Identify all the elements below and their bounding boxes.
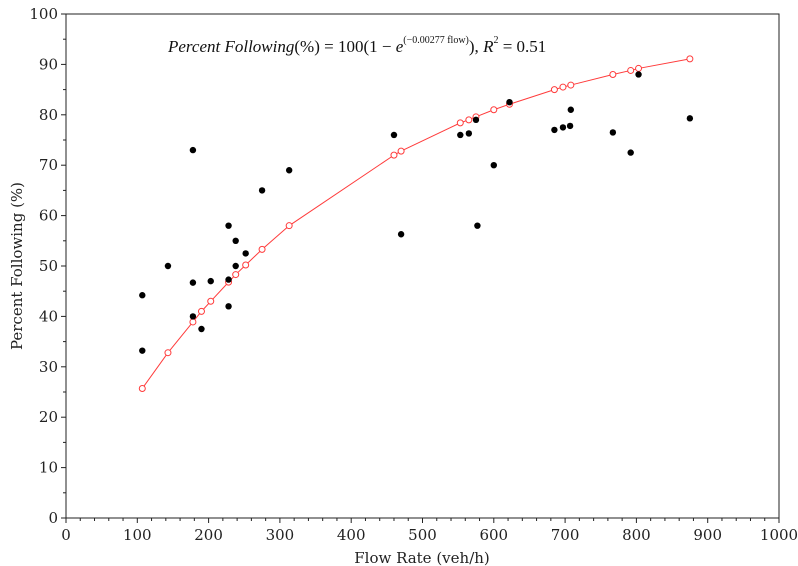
x-tick-label: 1000 (760, 526, 798, 544)
observed-point (609, 129, 617, 136)
observed-point (258, 187, 266, 194)
observed-point (635, 71, 642, 78)
fitted-point (397, 147, 405, 155)
fitted-point (559, 83, 567, 91)
fitted-point (197, 307, 205, 315)
fitted-series (138, 55, 694, 392)
y-tick-label: 20 (39, 408, 58, 426)
equation-exponent: (−0.00277 flow) (403, 35, 469, 46)
observed-point (285, 167, 293, 174)
x-tick-label: 600 (479, 526, 508, 544)
observed-point (242, 250, 249, 257)
observed-point (686, 115, 694, 122)
fitted-point (550, 86, 558, 94)
x-tick-label: 400 (337, 526, 366, 544)
fitted-point (465, 116, 473, 124)
x-tick-label: 800 (622, 526, 651, 544)
observed-point (490, 162, 497, 169)
y-axis-title: Percent Following (%) (8, 182, 26, 350)
fitted-point (285, 222, 293, 230)
y-tick-label: 10 (39, 459, 58, 477)
observed-point (559, 124, 567, 131)
observed-point (207, 277, 214, 285)
r2-label: R (482, 37, 494, 56)
x-axis: 0 100 200 300 400 500 600 700 800 900 1000 (61, 518, 798, 544)
equation-body: = 100(1 − (320, 37, 396, 56)
x-tick-label: 500 (408, 526, 437, 544)
y-tick-label: 70 (39, 156, 58, 174)
fitted-point (609, 70, 617, 78)
y-tick-label: 80 (39, 106, 58, 124)
observed-point (189, 279, 197, 286)
observed-point (465, 130, 473, 137)
y-tick-label: 30 (39, 358, 58, 376)
observed-point (139, 347, 146, 354)
fitted-point (258, 245, 266, 253)
observed-point (457, 131, 464, 139)
observed-point (627, 149, 634, 156)
fitted-point (456, 119, 464, 127)
observed-point (472, 116, 480, 124)
equation-lhs: Percent Following (167, 37, 294, 56)
y-tick-label: 100 (29, 5, 58, 23)
fitted-point (242, 261, 250, 269)
fitted-point (627, 66, 635, 74)
observed-point (139, 292, 146, 299)
y-tick-label: 40 (39, 307, 58, 325)
equation-close: ), (469, 37, 483, 56)
observed-point (232, 262, 239, 270)
observed-point (551, 126, 558, 134)
equation-annotation: Percent Following(%) = 100(1 − e(−0.0027… (167, 35, 546, 56)
fitted-point (189, 318, 197, 326)
x-tick-label: 200 (194, 526, 223, 544)
observed-point (164, 262, 172, 270)
observed-point (390, 131, 398, 139)
observed-point (566, 122, 574, 130)
x-tick-label: 100 (123, 526, 152, 544)
fitted-point (635, 64, 643, 72)
observed-point (474, 222, 481, 229)
fitted-point (138, 384, 146, 392)
observed-point (189, 313, 197, 320)
observed-point (198, 325, 205, 333)
y-tick-label: 90 (39, 55, 58, 73)
observed-point (225, 303, 232, 310)
x-tick-label: 300 (266, 526, 295, 544)
x-tick-label: 700 (551, 526, 580, 544)
observed-point (397, 231, 405, 238)
equation-e: e (396, 37, 404, 56)
y-tick-label: 60 (39, 207, 58, 225)
r2-value: = 0.51 (498, 37, 546, 56)
fitted-point (164, 349, 172, 357)
observed-point (225, 276, 232, 283)
x-tick-label: 0 (61, 526, 71, 544)
observed-series (139, 71, 694, 354)
fitted-point (567, 81, 575, 89)
fitted-point (686, 55, 694, 63)
x-axis-title: Flow Rate (veh/h) (354, 549, 490, 566)
fitted-point (207, 297, 215, 305)
y-tick-label: 0 (48, 509, 58, 527)
plot-frame (65, 13, 780, 519)
y-tick-label: 50 (39, 257, 58, 275)
observed-point (189, 146, 197, 154)
r2-superscript: 2 (493, 35, 498, 46)
observed-point (225, 222, 232, 229)
fitted-point (390, 151, 398, 159)
observed-point (567, 106, 575, 113)
y-axis: 0 10 20 30 40 50 60 70 80 90 100 (29, 5, 66, 527)
x-tick-label: 900 (693, 526, 722, 544)
fitted-point (490, 106, 498, 114)
observed-point (506, 99, 513, 106)
observed-point (232, 237, 239, 244)
fitted-point (232, 271, 240, 279)
equation-unit: (%) (294, 37, 319, 56)
